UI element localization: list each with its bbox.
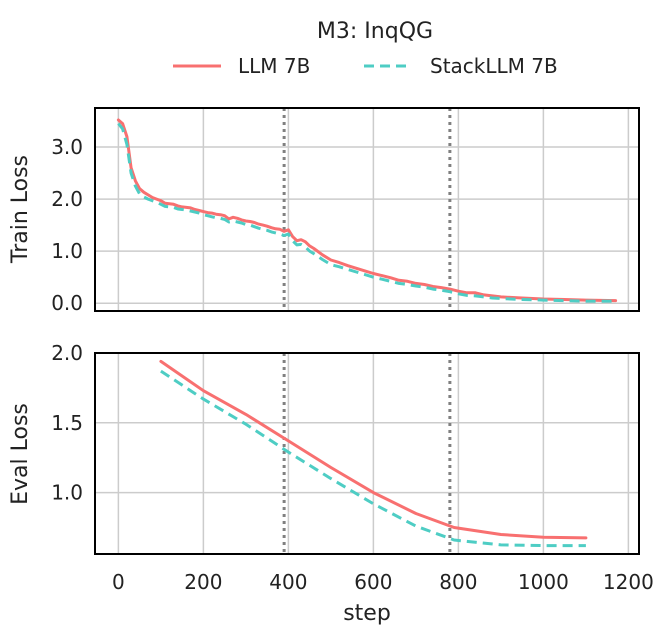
plot-frame [94,107,640,312]
legend: LLM 7B StackLLM 7B [173,54,558,78]
y-tick-label: 3.0 [51,135,83,159]
legend-label-llm-7b: LLM 7B [238,54,310,78]
x-tick-label: 1000 [518,570,569,594]
x-tick-label: 1200 [603,570,654,594]
series-line-stackllm-7b [160,369,586,548]
y-axis-label-eval-loss: Eval Loss [8,403,33,505]
x-axis-label: step [343,601,391,626]
y-tick-label: 2.0 [51,341,83,365]
x-tick-label: 600 [354,570,392,594]
eval-loss-panel: 1.0 1.5 2.0 0 200 400 600 800 1000 1200 [51,341,654,594]
x-tick-label: 800 [439,570,477,594]
y-tick-label: 1.0 [51,239,83,263]
y-tick-label: 0.0 [51,291,83,315]
y-tick-label: 1.5 [51,411,83,435]
plot-frame [94,352,640,555]
series-line-llm-7b [116,118,618,303]
x-tick-label: 0 [112,570,125,594]
series-line-stackllm-7b [117,122,616,303]
train-loss-panel: 0.0 1.0 2.0 3.0 [51,107,640,315]
x-tick-label: 400 [269,570,307,594]
chart-title: M3: InqQG [317,19,433,44]
y-tick-label: 2.0 [51,187,83,211]
series-line-llm-7b [159,359,588,540]
legend-label-stackllm-7b: StackLLM 7B [430,54,558,78]
y-tick-label: 1.0 [51,481,83,505]
y-axis-label-train-loss: Train Loss [8,155,33,264]
x-tick-label: 200 [184,570,222,594]
